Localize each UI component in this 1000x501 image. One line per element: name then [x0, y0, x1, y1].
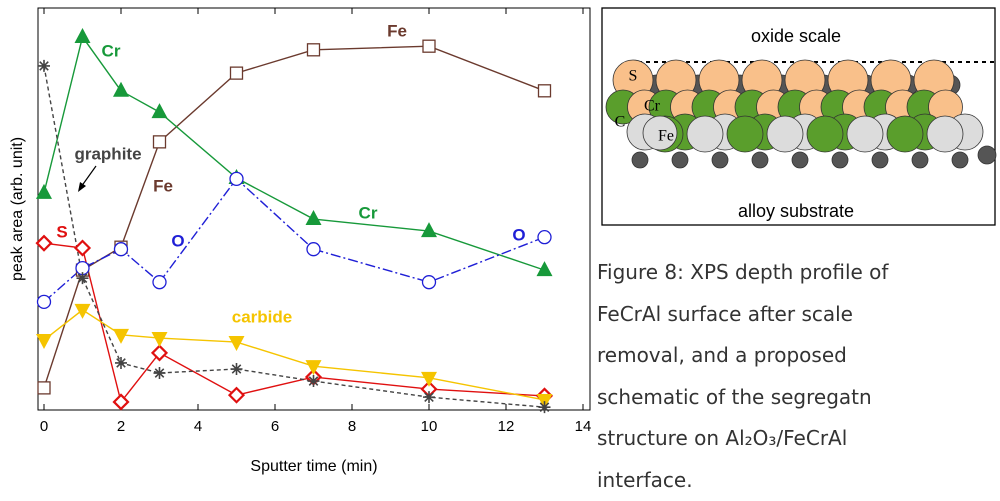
marker [539, 85, 551, 97]
marker [75, 28, 91, 43]
caption-line: Figure 8: XPS depth profile of [597, 252, 1000, 294]
series-label: Cr [102, 41, 121, 60]
atom [792, 152, 808, 168]
x-tick-label: 14 [575, 418, 592, 435]
atom [767, 116, 803, 152]
marker [306, 210, 322, 225]
marker [307, 243, 320, 256]
series-label: O [171, 231, 184, 250]
marker [230, 388, 244, 402]
atom [872, 152, 888, 168]
atom [887, 116, 923, 152]
marker [423, 40, 435, 52]
marker [152, 332, 168, 347]
plot-frame [38, 8, 590, 410]
marker [153, 276, 166, 289]
caption-line: structure on Al₂O₃/FeCrAl [597, 418, 1000, 460]
marker [114, 395, 128, 409]
atom [712, 152, 728, 168]
marker [38, 382, 50, 394]
marker [306, 360, 322, 375]
schematic-bottom-label: alloy substrate [738, 201, 854, 221]
atom [832, 152, 848, 168]
atom [687, 116, 723, 152]
caption-line: FeCrAl surface after scale [597, 294, 1000, 336]
atom [978, 146, 996, 164]
x-tick-label: 10 [421, 418, 438, 435]
marker [77, 272, 89, 284]
marker [538, 231, 551, 244]
x-tick-label: 8 [348, 418, 356, 435]
x-tick-label: 0 [40, 418, 48, 435]
marker [421, 222, 437, 237]
marker [153, 346, 167, 360]
x-tick-label: 4 [194, 418, 202, 435]
caption-line: interface. [597, 460, 1000, 501]
caption-line: schematic of the segregatn [597, 377, 1000, 419]
series-label: O [512, 225, 525, 244]
series-label: Fe [387, 21, 407, 40]
series-line [44, 179, 545, 302]
marker [231, 67, 243, 79]
marker [423, 391, 435, 403]
marker [75, 304, 91, 319]
atom [632, 152, 648, 168]
schematic-top-label: oxide scale [751, 26, 841, 46]
marker [113, 329, 129, 344]
series-label: carbide [232, 307, 292, 326]
atom [672, 152, 688, 168]
schematic-atom-label: Fe [658, 128, 674, 145]
atom [847, 116, 883, 152]
series-label: Fe [153, 176, 173, 195]
marker [38, 60, 50, 72]
atom [727, 116, 763, 152]
marker [154, 136, 166, 148]
series-line [44, 66, 545, 407]
series-line [44, 310, 545, 400]
marker [154, 367, 166, 379]
schematic-atom-label: Cr [644, 98, 661, 115]
atom [752, 152, 768, 168]
marker [308, 44, 320, 56]
marker [539, 401, 551, 413]
x-tick-label: 2 [117, 418, 125, 435]
series-label: graphite [74, 144, 141, 163]
atom [952, 152, 968, 168]
graphite-arrow [78, 166, 96, 192]
x-tick-label: 6 [271, 418, 279, 435]
x-tick-label: 12 [498, 418, 515, 435]
caption-line: removal, and a proposed [597, 335, 1000, 377]
atom [807, 116, 843, 152]
schematic-atom-label: C [615, 114, 626, 131]
schematic: oxide scale alloy substrate S Cr C Fe [602, 8, 996, 225]
series-label: Cr [359, 203, 378, 222]
series-label: S [56, 222, 67, 241]
marker [230, 172, 243, 185]
marker [115, 243, 128, 256]
schematic-atom-label: S [629, 68, 638, 85]
atom [927, 116, 963, 152]
marker [231, 363, 243, 375]
x-axis-label: Sputter time (min) [250, 458, 377, 475]
marker [38, 295, 51, 308]
page: {"chart_data": {"type": "line", "x_label… [0, 0, 1000, 483]
marker [308, 375, 320, 387]
marker [423, 276, 436, 289]
marker [152, 103, 168, 118]
y-axis-label: peak area (arb. unit) [9, 137, 26, 281]
marker [115, 357, 127, 369]
atom [912, 152, 928, 168]
marker [37, 236, 51, 250]
